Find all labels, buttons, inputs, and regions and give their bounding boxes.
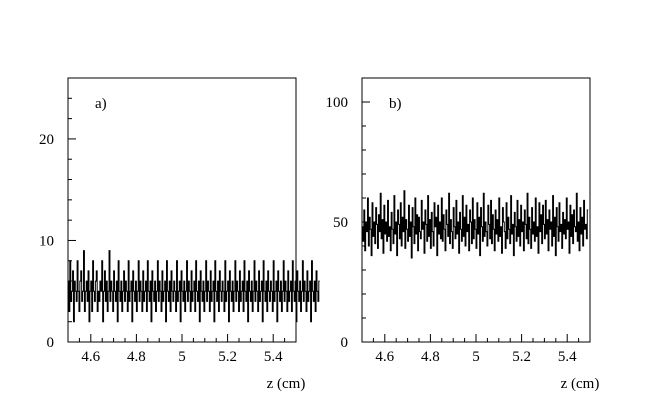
- x-tick-label: 4.8: [127, 349, 146, 365]
- x-tick-label: 4.8: [421, 349, 440, 365]
- y-tick-label: 50: [333, 215, 348, 231]
- histogram-series: [362, 190, 589, 259]
- y-tick-label: 100: [326, 95, 349, 111]
- x-tick-label: 4.6: [375, 349, 394, 365]
- y-tick-label: 0: [341, 335, 349, 351]
- panel-label: a): [95, 96, 107, 112]
- y-tick-label: 10: [39, 233, 54, 249]
- x-tick-label: 5.2: [218, 349, 237, 365]
- x-tick-label: 5: [472, 349, 480, 365]
- panel-label: b): [389, 96, 402, 112]
- x-tick-label: 5.2: [512, 349, 531, 365]
- y-tick-label: 0: [47, 335, 55, 351]
- x-tick-label: 5: [178, 349, 186, 365]
- x-tick-label: 5.4: [558, 349, 577, 365]
- panel-b: 4.6 4.8 5 5.2 5.4 0 50 100 z (cm) b): [326, 77, 600, 392]
- histogram-series: [68, 250, 320, 323]
- x-tick-label: 4.6: [81, 349, 100, 365]
- y-tick-label: 20: [39, 132, 54, 148]
- x-tick-label: 5.4: [264, 349, 283, 365]
- x-axis-label: z (cm): [561, 376, 600, 392]
- panel-a: 4.6 4.8 5 5.2 5.4 0 10 20 z (cm) a): [39, 77, 320, 392]
- x-axis-label: z (cm): [267, 376, 306, 392]
